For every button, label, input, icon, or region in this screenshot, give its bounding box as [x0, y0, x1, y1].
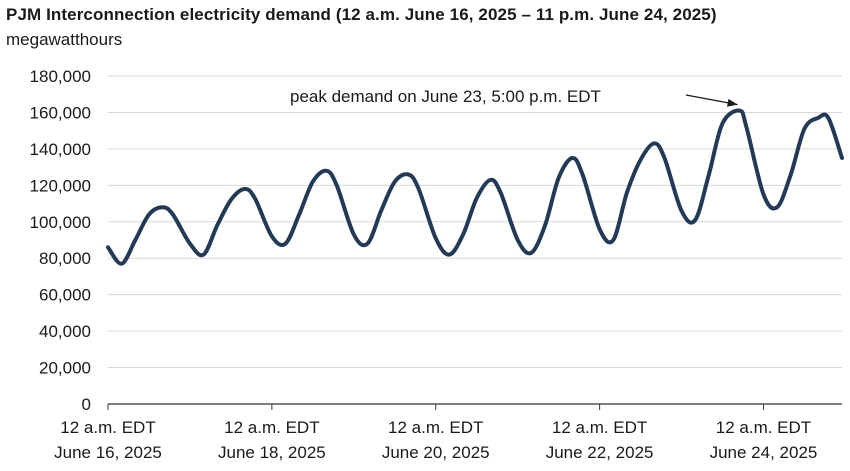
x-tick-label: 12 a.m. EDT: [60, 418, 155, 437]
x-tick-label: June 24, 2025: [710, 443, 818, 462]
y-axis-ticks: 0 20,000 40,000 60,000 80,000 100,000 120,000 1…: [30, 67, 91, 414]
chart-subtitle: megawatthours: [6, 30, 123, 49]
series-layer: [106, 108, 844, 266]
y-tick-label: 0: [82, 395, 91, 414]
x-tick-label: 12 a.m. EDT: [552, 418, 647, 437]
y-tick-label: 160,000: [30, 103, 91, 122]
x-tick-label: June 22, 2025: [546, 443, 654, 462]
y-tick-label: 100,000: [30, 213, 91, 232]
y-tick-label: 40,000: [39, 322, 91, 341]
x-tick-label: 12 a.m. EDT: [716, 418, 811, 437]
annotation-label: peak demand on June 23, 5:00 p.m. EDT: [290, 87, 601, 106]
x-tick-label: June 20, 2025: [382, 443, 490, 462]
y-tick-label: 20,000: [39, 359, 91, 378]
annotation-layer: peak demand on June 23, 5:00 p.m. EDT: [290, 87, 738, 107]
x-tick-label: June 18, 2025: [218, 443, 326, 462]
x-tick-label: 12 a.m. EDT: [224, 418, 319, 437]
chart-title: PJM Interconnection electricity demand (…: [6, 5, 717, 24]
y-tick-label: 140,000: [30, 140, 91, 159]
annotation-arrowhead: [727, 98, 738, 107]
series-line-demand: [106, 108, 844, 266]
x-tick-label: June 16, 2025: [54, 443, 162, 462]
x-axis: 12 a.m. EDT June 16, 2025 12 a.m. EDT June …: [54, 403, 842, 462]
gridlines: [108, 75, 842, 369]
x-tick-label: 12 a.m. EDT: [388, 418, 483, 437]
y-tick-label: 80,000: [39, 249, 91, 268]
y-tick-label: 60,000: [39, 286, 91, 305]
y-tick-label: 120,000: [30, 176, 91, 195]
y-tick-label: 180,000: [30, 67, 91, 86]
